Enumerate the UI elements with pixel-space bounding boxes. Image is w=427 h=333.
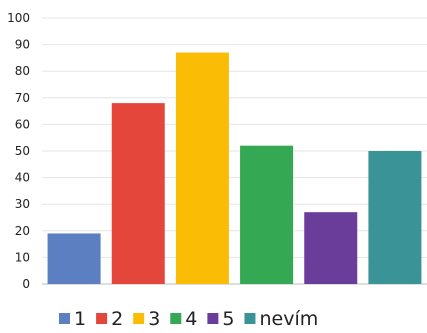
y-tick-label: 70 xyxy=(15,91,30,105)
y-tick-label: 30 xyxy=(15,197,30,211)
bar-2 xyxy=(111,103,165,285)
legend-label: 1 xyxy=(74,308,86,330)
y-tick-label: 20 xyxy=(15,224,30,238)
legend-swatch xyxy=(133,313,145,324)
bar-4 xyxy=(240,145,294,284)
legend-entry: 4 xyxy=(170,308,197,330)
legend-swatch xyxy=(170,313,182,324)
legend-label: 2 xyxy=(111,308,123,330)
legend-swatch xyxy=(96,313,108,324)
legend-swatch xyxy=(59,313,70,324)
y-tick-label: 60 xyxy=(15,117,30,131)
legend-entry: 5 xyxy=(207,308,234,330)
bar-1 xyxy=(47,233,101,284)
y-tick-label: 80 xyxy=(15,64,30,78)
legend-entry: nevím xyxy=(244,308,318,330)
y-tick-label: 90 xyxy=(15,38,30,52)
bar-3 xyxy=(175,52,229,284)
y-axis-ticks: 0 10 20 30 40 50 60 70 80 90 100 xyxy=(7,11,30,291)
legend: 1 2 3 4 5 nevím xyxy=(59,308,318,330)
y-tick-label: 10 xyxy=(15,250,30,264)
y-tick-label: 40 xyxy=(15,171,30,185)
bar-5 xyxy=(304,212,358,284)
y-tick-label: 50 xyxy=(15,144,30,158)
gridlines xyxy=(42,17,427,285)
legend-entry: 3 xyxy=(133,308,160,330)
bar-6 xyxy=(368,151,422,284)
legend-entry: 2 xyxy=(96,308,123,330)
legend-swatch xyxy=(244,313,256,324)
y-tick-label: 100 xyxy=(7,11,30,25)
y-tick-label: 0 xyxy=(22,277,30,291)
legend-entry: 1 xyxy=(59,308,86,330)
legend-label: 5 xyxy=(222,308,234,330)
legend-label: 3 xyxy=(148,308,160,330)
legend-label: 4 xyxy=(185,308,197,330)
legend-swatch xyxy=(207,313,219,324)
bars xyxy=(47,52,422,285)
legend-label: nevím xyxy=(259,308,318,330)
